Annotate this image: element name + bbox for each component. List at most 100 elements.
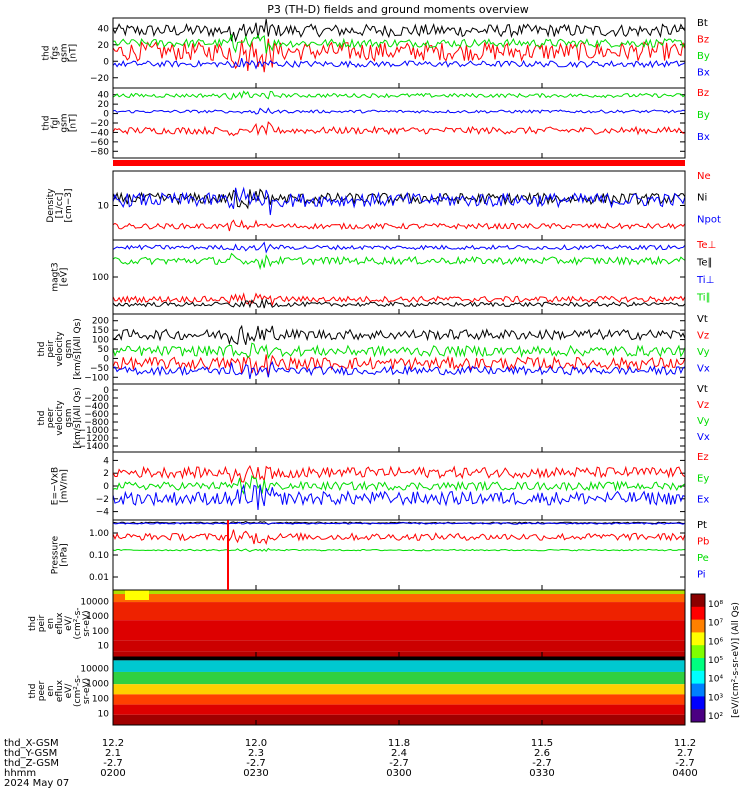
footer-row-label: thd_X-GSM <box>4 738 59 749</box>
series-Ex <box>112 483 686 510</box>
spectrogram-band <box>113 640 685 652</box>
footer-value: 12.0 <box>245 738 267 749</box>
y-tick-label: −200 <box>84 394 109 404</box>
ylabel-line: velocity <box>55 331 65 367</box>
ylabel-line: thd <box>28 616 38 631</box>
colorbar-tick: 10⁸ <box>708 600 723 610</box>
legend-Pi: Pi <box>697 570 706 581</box>
panel-frame <box>112 519 686 591</box>
ylabel-line: E=−VxB <box>51 467 61 505</box>
series-Bx <box>112 57 686 70</box>
spectrogram-band <box>113 704 685 715</box>
colorbar-segment <box>691 645 705 659</box>
panel-3: Density [1/cc] [cm−3] 10 Ne Ni Npot <box>46 170 721 241</box>
legend-Pb: Pb <box>697 537 709 548</box>
ylabel-line: eV/ <box>64 683 74 699</box>
ylabel-line: gsm <box>60 43 70 62</box>
ylabel-line: sr-eV) <box>82 610 92 636</box>
panel-10: thd peer en eflux eV/(cm²-s-sr-eV) 10000 1000 1… <box>28 656 686 726</box>
ylabel-line: thd <box>42 46 52 61</box>
spectrogram-band <box>113 602 685 621</box>
ylabel-line: eV/ <box>64 615 74 631</box>
colorbar-tick: 10² <box>708 712 723 722</box>
panel-8: Pressure [nPa] 1.00 0.10 0.01 Pt Pb Pe Pi <box>51 519 709 591</box>
ylabel-line: gsm <box>64 408 74 427</box>
footer-value: 2.7 <box>677 748 693 759</box>
ylabel-line: en <box>46 685 56 696</box>
y-tick-label: −20 <box>90 119 109 129</box>
footer-value: 2.1 <box>105 748 121 759</box>
footer-value: -2.7 <box>389 758 409 769</box>
ylabel-line: [km/s](All Qs) <box>73 387 83 449</box>
ylabel-line: [nPa] <box>60 543 70 566</box>
colorbar-tick: 10⁶ <box>708 637 723 647</box>
ylabel-line: peer <box>46 407 56 428</box>
ylabel-line: fgs <box>51 46 61 60</box>
series-Vx <box>112 360 686 379</box>
legend-Pe: Pe <box>697 553 709 564</box>
footer-value: -2.7 <box>675 758 695 769</box>
y-tick-label: 50 <box>98 345 110 355</box>
series-Bx <box>112 107 686 115</box>
y-tick-label: −80 <box>90 147 109 157</box>
colorbar-segment <box>691 670 705 685</box>
ylabel-line: [1/cc] <box>55 193 65 219</box>
spectrogram-band <box>113 660 685 672</box>
colorbar-segment <box>691 594 705 608</box>
series-Vz <box>112 354 686 377</box>
y-tick-label: 0 <box>103 57 109 67</box>
legend-Te∥: Te∥ <box>696 258 713 269</box>
y-tick-label: 1000 <box>86 680 109 690</box>
footer-row-label: thd_Z-GSM <box>4 758 59 769</box>
series-Vt <box>112 324 686 346</box>
legend-Ey: Ey <box>697 473 709 484</box>
footer-value: -2.7 <box>532 758 552 769</box>
colorbar-tick: 10⁵ <box>708 656 723 666</box>
y-tick-label: −50 <box>90 364 109 374</box>
ylabel-line: (cm²-s- <box>73 607 83 639</box>
ylabel-line: [nT] <box>69 114 79 132</box>
ylabel-line: en <box>46 618 56 629</box>
y-tick-label: −4 <box>96 508 110 518</box>
legend-Ne: Ne <box>697 171 711 182</box>
spectrogram-band <box>113 620 685 641</box>
y-tick-label: −1000 <box>79 426 110 436</box>
y-tick-label: −60 <box>90 138 109 148</box>
y-tick-label: 10 <box>98 710 110 720</box>
panel-7: E=−VxB [mV/m] 4 2 0 −2 −4 Ez Ey Ex <box>51 451 709 521</box>
colorbar-label: [eV/(cm²-s-sr-eV)] (All Qs) <box>731 602 741 718</box>
series-Ti⊥ <box>112 241 686 254</box>
ylabel-line: peir <box>37 614 47 632</box>
legend-Vx: Vx <box>697 364 710 375</box>
ylabel-line: Pressure <box>51 535 61 574</box>
footer-value: 2.3 <box>248 748 264 759</box>
legend-Ti∥: Ti∥ <box>696 293 711 304</box>
ylabel-line: fgl <box>51 117 61 128</box>
ylabel-line: thd <box>37 342 47 357</box>
footer-value: 2.6 <box>534 748 550 759</box>
ylabel-line: peir <box>46 340 56 358</box>
colorbar-tick: 10⁴ <box>708 675 723 685</box>
legend-By: By <box>697 51 710 62</box>
y-tick-label: −100 <box>84 373 109 383</box>
colorbar-segment <box>691 658 705 672</box>
series-Bt <box>112 18 686 43</box>
footer-value: -2.7 <box>103 758 123 769</box>
footer-value: 2.4 <box>391 748 407 759</box>
ylabel-line: thd <box>42 116 52 131</box>
y-tick-label: 10000 <box>80 665 109 675</box>
footer-value: 0300 <box>386 768 411 779</box>
legend-By: By <box>697 110 710 121</box>
colorbar-segment <box>691 683 705 697</box>
colorbar-frame <box>690 593 706 723</box>
series-Bz <box>112 121 686 137</box>
colorbar-segment <box>691 632 705 646</box>
separator-band <box>113 160 685 166</box>
colorbar-segment <box>691 709 705 723</box>
colorbar-segment <box>691 696 705 710</box>
y-tick-label: 0 <box>103 386 109 396</box>
ylabel-line: gsm <box>60 113 70 132</box>
